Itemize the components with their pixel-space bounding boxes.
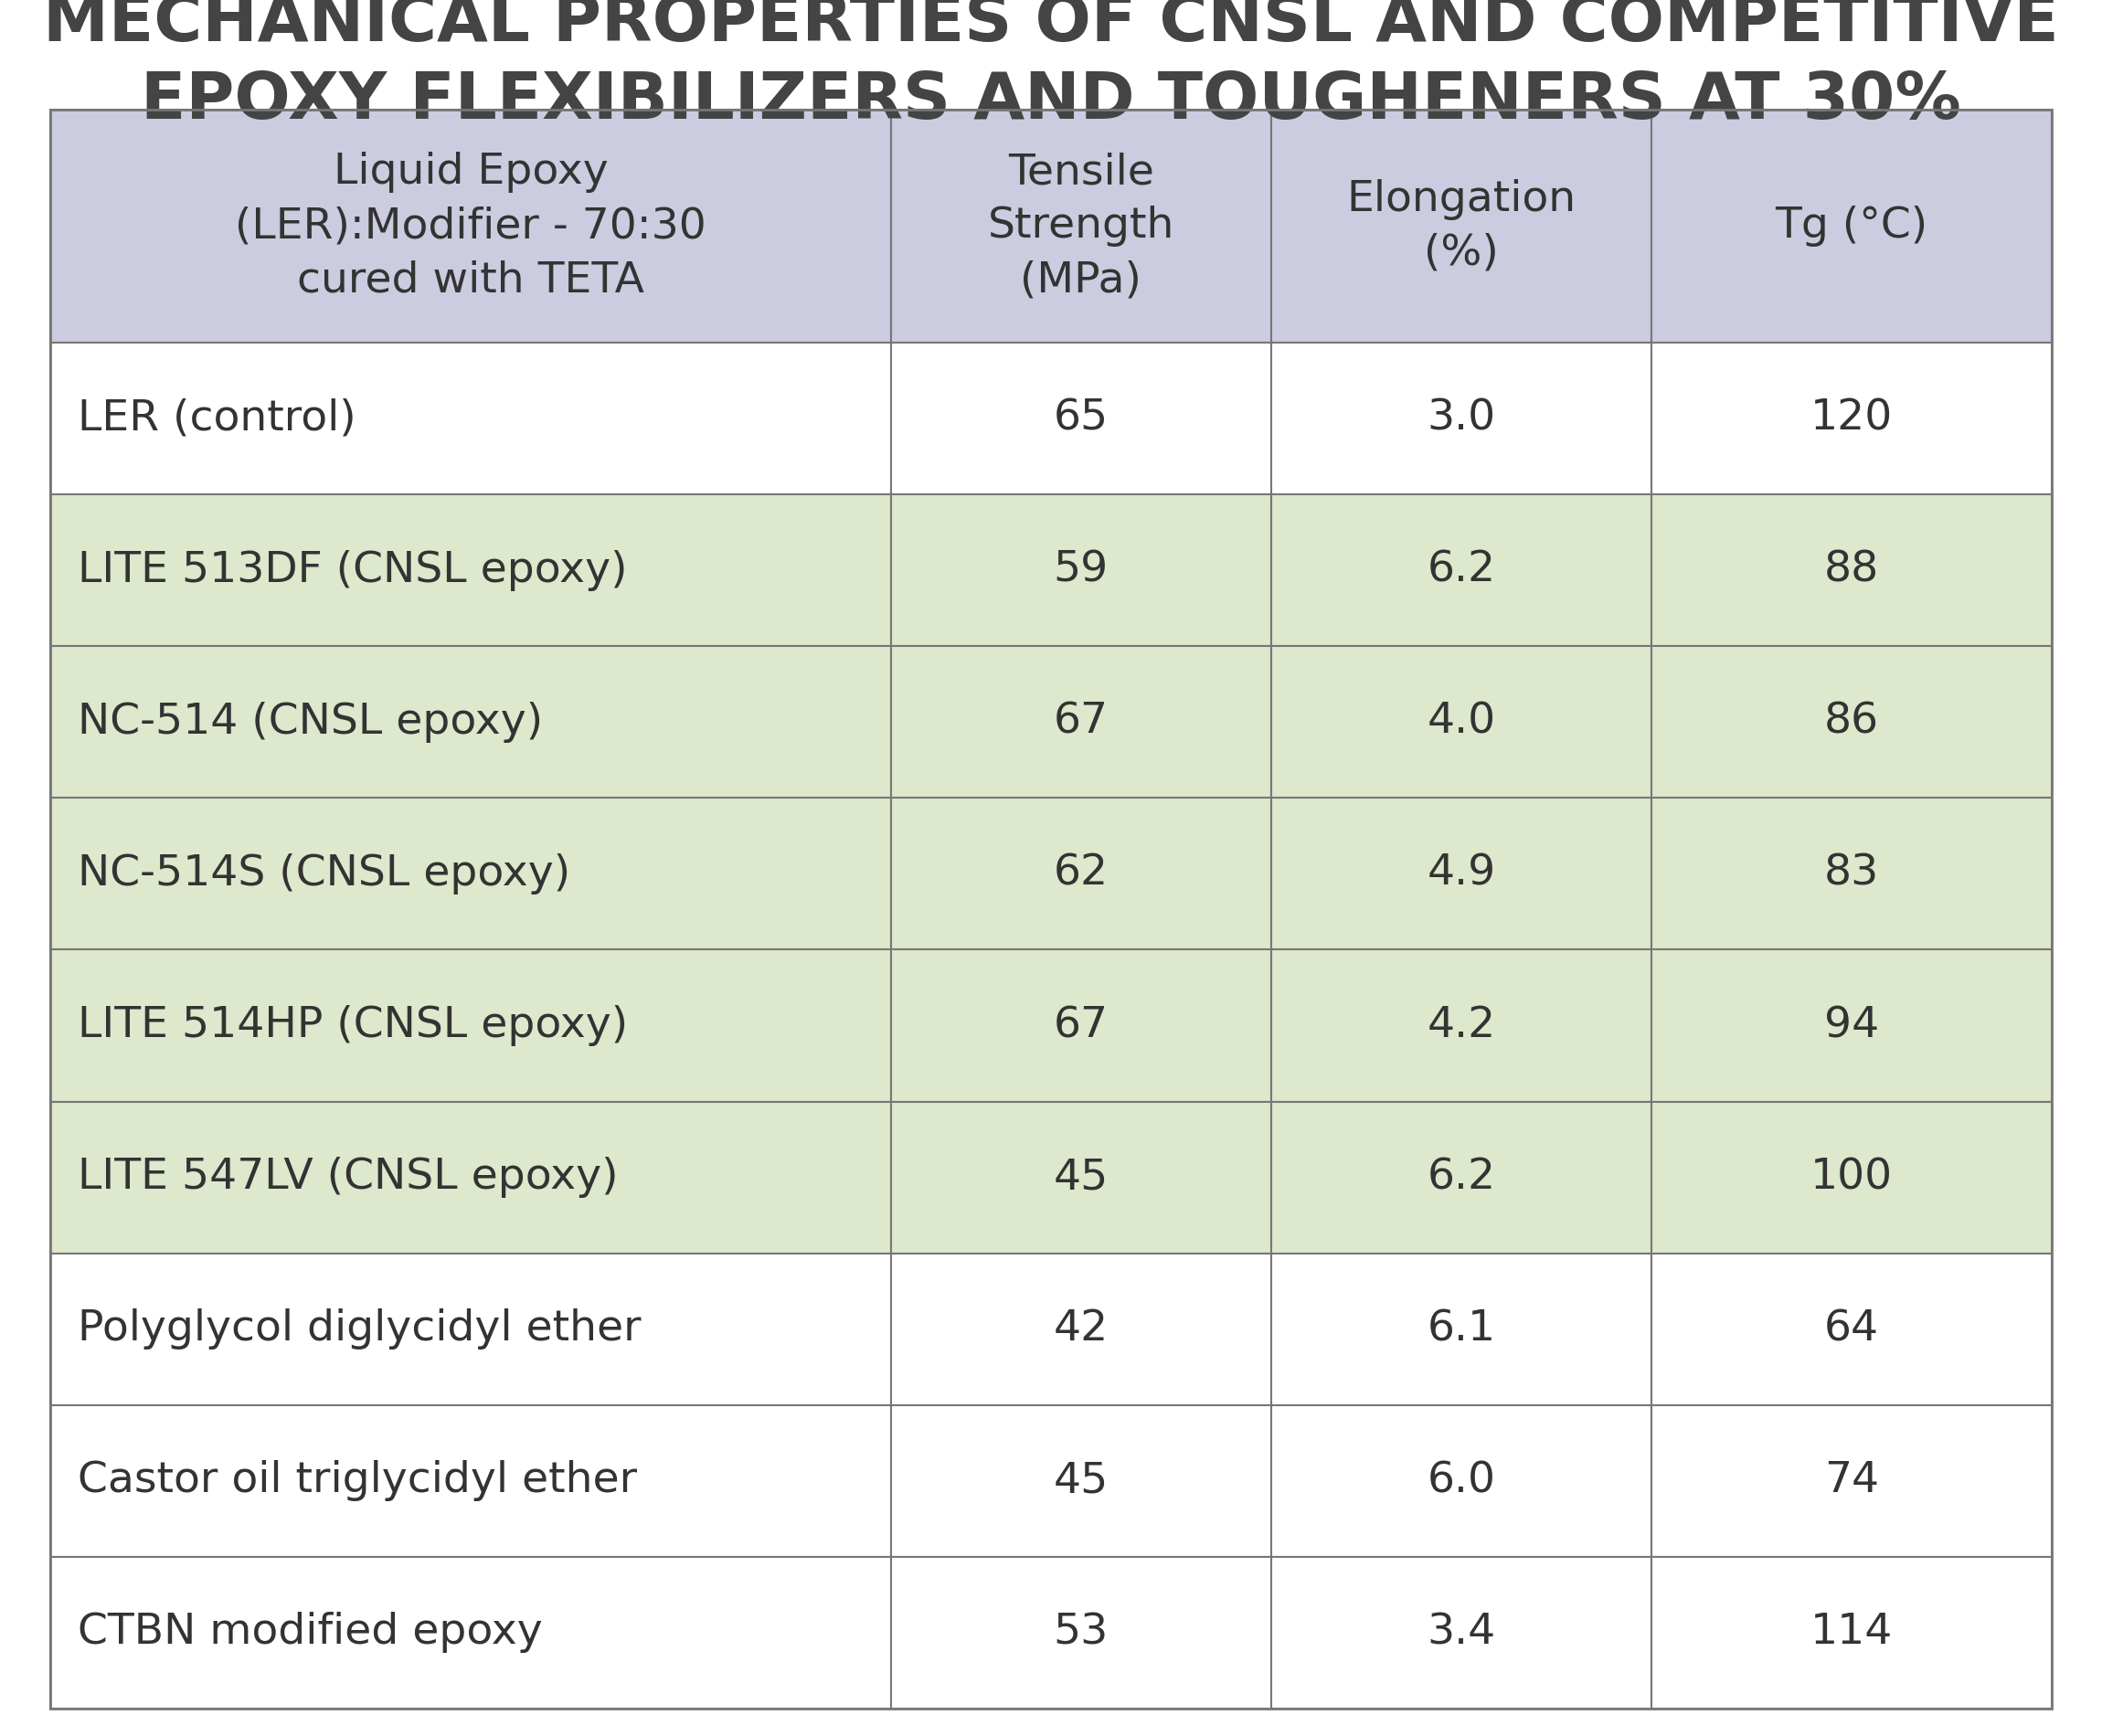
Bar — [1652, 495, 2052, 646]
Text: 67: 67 — [1053, 701, 1108, 743]
Bar — [50, 646, 891, 799]
Bar — [1652, 950, 2052, 1102]
Text: CTBN modified epoxy: CTBN modified epoxy — [78, 1613, 542, 1653]
Bar — [1272, 799, 1652, 950]
Bar — [891, 950, 1272, 1102]
Bar — [50, 1404, 891, 1557]
Bar — [891, 1102, 1272, 1253]
Bar — [50, 1557, 891, 1708]
Bar — [1652, 1404, 2052, 1557]
Bar — [891, 342, 1272, 495]
Bar — [1652, 342, 2052, 495]
Bar — [1652, 109, 2052, 342]
Text: 62: 62 — [1053, 854, 1108, 894]
Bar — [1272, 342, 1652, 495]
Bar — [1272, 1404, 1652, 1557]
Bar — [891, 646, 1272, 799]
Text: 4.2: 4.2 — [1427, 1005, 1497, 1047]
Bar — [1272, 646, 1652, 799]
Bar — [1272, 495, 1652, 646]
Bar — [891, 495, 1272, 646]
Text: 45: 45 — [1053, 1460, 1108, 1502]
Bar — [1272, 1102, 1652, 1253]
Bar — [50, 799, 891, 950]
Text: 64: 64 — [1825, 1309, 1879, 1349]
Text: NC-514S (CNSL epoxy): NC-514S (CNSL epoxy) — [78, 854, 570, 894]
Text: 4.0: 4.0 — [1427, 701, 1497, 743]
Text: 59: 59 — [1053, 550, 1108, 590]
Bar — [1652, 799, 2052, 950]
Text: MECHANICAL PROPERTIES OF CNSL AND COMPETITIVE: MECHANICAL PROPERTIES OF CNSL AND COMPET… — [42, 0, 2060, 54]
Text: Polyglycol diglycidyl ether: Polyglycol diglycidyl ether — [78, 1309, 641, 1349]
Bar — [1272, 1253, 1652, 1404]
Bar — [891, 799, 1272, 950]
Text: LITE 513DF (CNSL epoxy): LITE 513DF (CNSL epoxy) — [78, 550, 626, 590]
Bar — [1652, 646, 2052, 799]
Bar — [50, 495, 891, 646]
Bar — [50, 1253, 891, 1404]
Bar — [891, 1253, 1272, 1404]
Bar — [1652, 1253, 2052, 1404]
Bar — [1272, 1557, 1652, 1708]
Text: 120: 120 — [1810, 398, 1892, 439]
Bar — [891, 109, 1272, 342]
Bar — [891, 1557, 1272, 1708]
Text: 42: 42 — [1053, 1309, 1108, 1349]
Text: Tg (°C): Tg (°C) — [1776, 205, 1928, 247]
Text: Liquid Epoxy
(LER):Modifier - 70:30
cured with TETA: Liquid Epoxy (LER):Modifier - 70:30 cure… — [235, 151, 706, 300]
Text: 3.4: 3.4 — [1427, 1613, 1497, 1653]
Bar — [50, 1102, 891, 1253]
Text: LITE 514HP (CNSL epoxy): LITE 514HP (CNSL epoxy) — [78, 1005, 628, 1047]
Bar — [50, 342, 891, 495]
Text: NC-514 (CNSL epoxy): NC-514 (CNSL epoxy) — [78, 701, 542, 743]
Text: 65: 65 — [1053, 398, 1108, 439]
Text: 6.1: 6.1 — [1427, 1309, 1497, 1349]
Bar — [1652, 1102, 2052, 1253]
Bar — [50, 109, 891, 342]
Text: EPOXY FLEXIBILIZERS AND TOUGHENERS AT 30%: EPOXY FLEXIBILIZERS AND TOUGHENERS AT 30… — [141, 69, 1961, 132]
Text: 74: 74 — [1825, 1460, 1879, 1502]
Text: 6.2: 6.2 — [1427, 1156, 1497, 1198]
Text: 67: 67 — [1053, 1005, 1108, 1047]
Bar — [50, 950, 891, 1102]
Text: 94: 94 — [1825, 1005, 1879, 1047]
Bar — [1272, 109, 1652, 342]
Text: Elongation
(%): Elongation (%) — [1347, 179, 1576, 274]
Text: 4.9: 4.9 — [1427, 854, 1497, 894]
Text: Tensile
Strength
(MPa): Tensile Strength (MPa) — [988, 151, 1175, 300]
Text: 45: 45 — [1053, 1156, 1108, 1198]
Bar — [1272, 950, 1652, 1102]
Text: 100: 100 — [1810, 1156, 1892, 1198]
Text: 83: 83 — [1825, 854, 1879, 894]
Text: LER (control): LER (control) — [78, 398, 355, 439]
Text: LITE 547LV (CNSL epoxy): LITE 547LV (CNSL epoxy) — [78, 1156, 618, 1198]
Text: 6.0: 6.0 — [1427, 1460, 1497, 1502]
Text: 3.0: 3.0 — [1427, 398, 1497, 439]
Bar — [891, 1404, 1272, 1557]
Text: Castor oil triglycidyl ether: Castor oil triglycidyl ether — [78, 1460, 637, 1502]
Bar — [1652, 1557, 2052, 1708]
Text: 88: 88 — [1825, 550, 1879, 590]
Text: 53: 53 — [1053, 1613, 1108, 1653]
Text: 6.2: 6.2 — [1427, 550, 1497, 590]
Text: 114: 114 — [1810, 1613, 1894, 1653]
Text: 86: 86 — [1825, 701, 1879, 743]
